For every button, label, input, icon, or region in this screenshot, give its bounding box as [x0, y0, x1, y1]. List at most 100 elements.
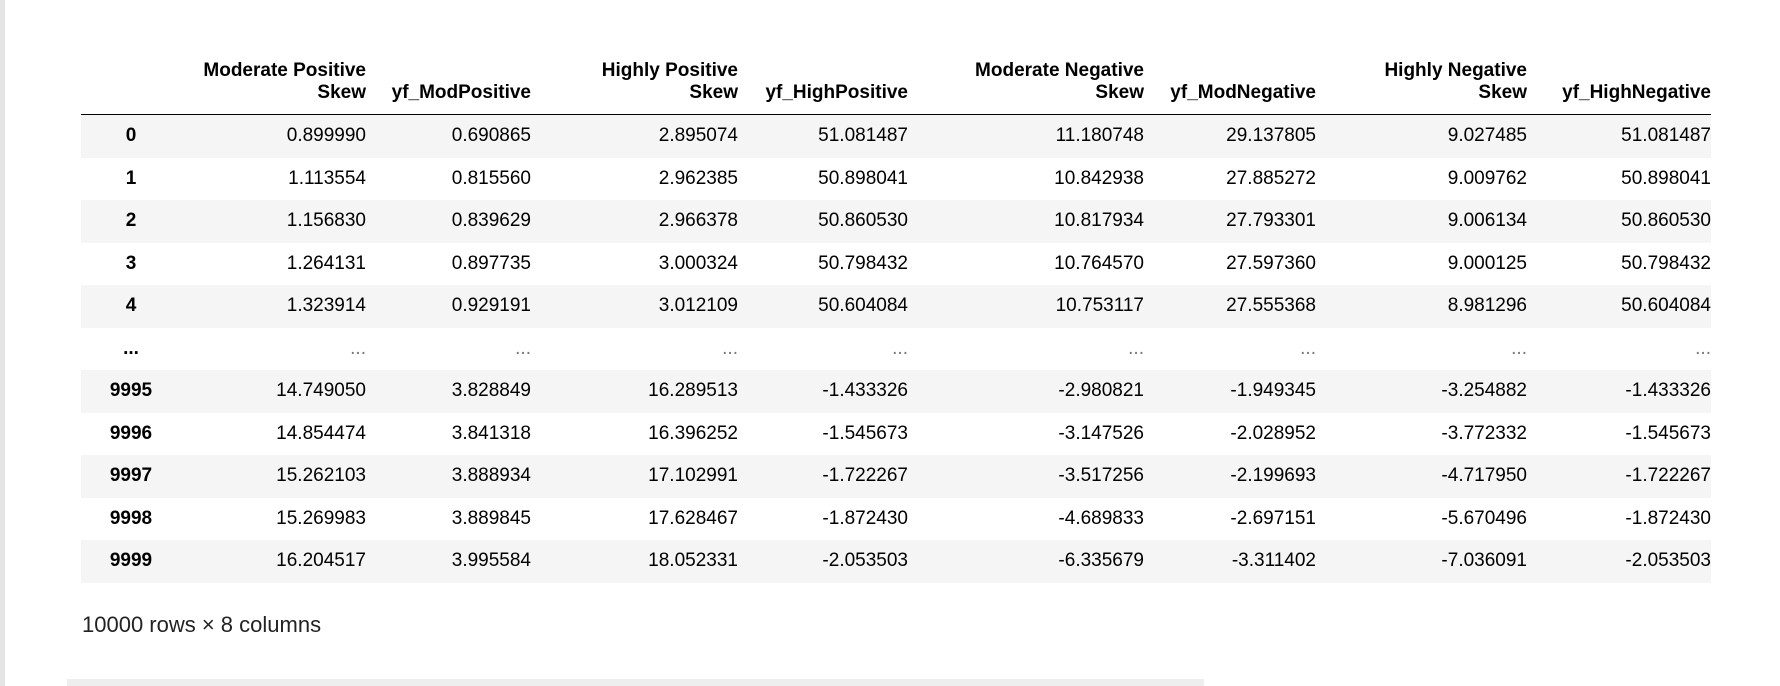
- row-index-cell: 0: [125, 125, 137, 147]
- row-index-cell: 2: [125, 210, 137, 232]
- table-body: 0 0.899990 0.690865 2.895074 51.081487 11.180…: [81, 114, 1711, 583]
- table-cell: 16.204517: [276, 550, 366, 572]
- table-cell: -4.689833: [1058, 507, 1144, 529]
- column-header-line1: Moderate Positive: [203, 60, 366, 81]
- table-cell: -1.872430: [1625, 507, 1711, 529]
- table-cell: 50.860530: [818, 210, 908, 232]
- table-cell: 3.841318: [451, 422, 531, 444]
- column-header-line2: Skew: [1478, 82, 1527, 103]
- column-header: yf_ModNegative: [1144, 60, 1316, 115]
- table-cell: 1.113554: [288, 167, 366, 189]
- table-cell: 8.981296: [1447, 295, 1527, 317]
- table-cell: 16.396252: [648, 422, 738, 444]
- table-cell: -2.028952: [1230, 422, 1316, 444]
- table-cell: 0.690865: [451, 125, 531, 147]
- table-cell: ...: [1695, 337, 1711, 359]
- table-cell: 9.027485: [1447, 125, 1527, 147]
- table-cell: ...: [1300, 337, 1316, 359]
- table-cell: 50.898041: [818, 167, 908, 189]
- table-row: 9999 16.204517 3.995584 18.052331 -2.053503 -…: [81, 540, 1711, 583]
- table-cell: -6.335679: [1058, 550, 1144, 572]
- table-cell: 51.081487: [1621, 125, 1711, 147]
- table-cell: ...: [1128, 337, 1144, 359]
- table-cell: ...: [1511, 337, 1527, 359]
- column-header-line2: yf_ModPositive: [391, 82, 531, 103]
- row-index-cell: 9999: [109, 550, 153, 572]
- table-cell: -3.254882: [1441, 380, 1527, 402]
- table-row: 2 1.156830 0.839629 2.966378 50.860530 10.817…: [81, 200, 1711, 243]
- table-cell: 10.817934: [1054, 210, 1144, 232]
- table-cell: 17.628467: [648, 507, 738, 529]
- table-cell: 2.895074: [658, 125, 738, 147]
- table-cell: -1.433326: [1625, 380, 1711, 402]
- row-index-cell: 9997: [109, 465, 153, 487]
- table-cell: 9.006134: [1447, 210, 1527, 232]
- column-header-line2: Skew: [1095, 82, 1144, 103]
- table-cell: 1.323914: [286, 295, 366, 317]
- table-cell: 0.839629: [451, 210, 531, 232]
- table-cell: -5.670496: [1441, 507, 1527, 529]
- table-cell: 50.898041: [1621, 167, 1711, 189]
- table-cell: 10.842938: [1054, 167, 1144, 189]
- table-row: ...........................: [81, 327, 1711, 370]
- table-cell: 50.860530: [1621, 210, 1711, 232]
- column-header-line1: Highly Negative: [1384, 60, 1527, 81]
- column-header-line1: [81, 60, 181, 82]
- table-row: 9997 15.262103 3.888934 17.102991 -1.722267 -…: [81, 455, 1711, 498]
- row-index-cell: 9998: [109, 507, 153, 529]
- table-cell: -1.722267: [822, 465, 908, 487]
- column-header-line1: [366, 60, 531, 82]
- table-cell: 27.885272: [1226, 167, 1316, 189]
- table-cell: -4.717950: [1441, 465, 1527, 487]
- table-cell: 2.962385: [658, 167, 738, 189]
- column-header: Highly Negative Skew: [1316, 60, 1527, 115]
- column-header: yf_ModPositive: [366, 60, 531, 115]
- table-cell: 50.798432: [1621, 252, 1711, 274]
- index-column-header: [81, 60, 181, 115]
- table-cell: 18.052331: [648, 550, 738, 572]
- table-cell: 3.995584: [451, 550, 531, 572]
- table-row: 9996 14.854474 3.841318 16.396252 -1.545673 -…: [81, 412, 1711, 455]
- table-cell: 27.555368: [1226, 295, 1316, 317]
- table-cell: 3.889845: [451, 507, 531, 529]
- column-header: Highly Positive Skew: [531, 60, 738, 115]
- table-cell: -7.036091: [1441, 550, 1527, 572]
- table-cell: 3.828849: [451, 380, 531, 402]
- table-cell: 50.604084: [1621, 295, 1711, 317]
- table-cell: 50.798432: [818, 252, 908, 274]
- column-header: Moderate Negative Skew: [908, 60, 1144, 115]
- table-cell: 0.929191: [451, 295, 531, 317]
- table-cell: -1.433326: [822, 380, 908, 402]
- table-row: 9998 15.269983 3.889845 17.628467 -1.872430 -…: [81, 497, 1711, 540]
- table-cell: ...: [892, 337, 908, 359]
- table-row: 1 1.113554 0.815560 2.962385 50.898041 10.842…: [81, 157, 1711, 200]
- column-header-line2: Skew: [689, 82, 738, 103]
- table-cell: 3.888934: [451, 465, 531, 487]
- column-header: yf_HighNegative: [1527, 60, 1711, 115]
- table-cell: 51.081487: [818, 125, 908, 147]
- horizontal-scrollbar[interactable]: [67, 679, 1204, 686]
- table-cell: 0.815560: [451, 167, 531, 189]
- table-cell: 50.604084: [818, 295, 908, 317]
- table-cell: 14.749050: [276, 380, 366, 402]
- dataframe-table: Moderate Positive Skew yf_ModPositive High…: [81, 60, 1711, 583]
- table-cell: -3.517256: [1058, 465, 1144, 487]
- column-header-line2: yf_HighNegative: [1562, 82, 1711, 103]
- table-cell: 9.000125: [1447, 252, 1527, 274]
- table-cell: 9.009762: [1447, 167, 1527, 189]
- table-cell: ...: [350, 337, 366, 359]
- notebook-left-gutter: [0, 0, 5, 686]
- table-cell: 0.899990: [286, 125, 366, 147]
- table-cell: -2.199693: [1230, 465, 1316, 487]
- table-cell: -2.053503: [1625, 550, 1711, 572]
- table-cell: -2.053503: [822, 550, 908, 572]
- table-cell: -1.872430: [822, 507, 908, 529]
- table-cell: -1.545673: [822, 422, 908, 444]
- table-cell: 3.012109: [658, 295, 738, 317]
- row-index-cell: 9996: [109, 422, 153, 444]
- column-header-line1: [1144, 60, 1316, 82]
- column-header: Moderate Positive Skew: [181, 60, 366, 115]
- table-cell: 27.793301: [1226, 210, 1316, 232]
- table-cell: -2.980821: [1058, 380, 1144, 402]
- row-index-cell: 4: [125, 295, 137, 317]
